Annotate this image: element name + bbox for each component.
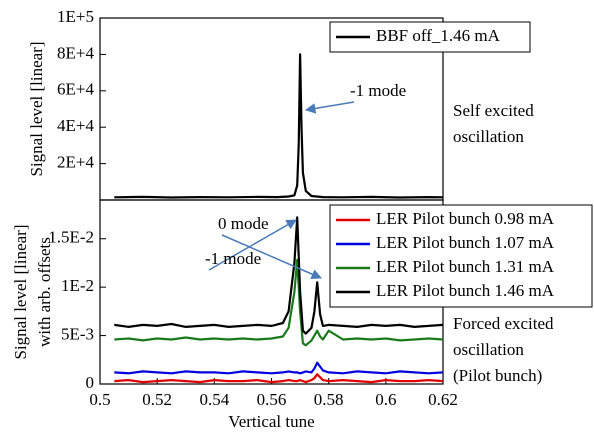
y-tick-label: 0 — [86, 373, 95, 392]
y-tick-label: 1.5E-2 — [48, 228, 94, 247]
x-axis-label: Vertical tune — [228, 412, 314, 431]
side-note: oscillation — [453, 127, 524, 146]
y-axis-label: with arb. offsets — [35, 237, 54, 347]
annotation: -1 mode — [350, 81, 406, 100]
series-line — [114, 53, 444, 199]
legend-label: BBF off_1.46 mA — [376, 26, 501, 45]
x-tick-label: 0.6 — [375, 390, 396, 409]
annotation-arrow — [221, 234, 322, 280]
x-tick-label: 0.62 — [428, 390, 458, 409]
y-tick-label: 5E-3 — [61, 324, 94, 343]
side-note: Forced excited — [453, 314, 554, 333]
series-line — [114, 373, 444, 384]
y-tick-label: 4E+4 — [57, 116, 94, 135]
side-note: oscillation — [453, 340, 524, 359]
y-tick-label: 6E+4 — [57, 80, 94, 99]
side-note: (Pilot bunch) — [453, 366, 542, 385]
x-tick-label: 0.52 — [142, 390, 172, 409]
legend-label: LER Pilot bunch 0.98 mA — [376, 209, 555, 228]
y-axis-label: Signal level [linear] — [11, 224, 30, 359]
y-axis-label: Signal level [linear] — [27, 41, 46, 176]
side-note: Self excited — [453, 101, 534, 120]
y-tick-label: 1E-2 — [61, 276, 94, 295]
series-line — [114, 361, 444, 375]
legend-label: LER Pilot bunch 1.07 mA — [376, 233, 555, 252]
series-line — [114, 258, 444, 347]
annotation: -1 mode — [205, 249, 261, 268]
y-tick-label: 1E+5 — [57, 7, 94, 26]
annotation-arrow — [304, 101, 355, 114]
legend-label: LER Pilot bunch 1.46 mA — [376, 281, 555, 300]
legend-label: LER Pilot bunch 1.31 mA — [376, 257, 555, 276]
x-tick-label: 0.56 — [257, 390, 287, 409]
annotation-arrow — [208, 219, 297, 271]
legend-box — [329, 204, 593, 308]
annotation: 0 mode — [218, 214, 269, 233]
y-tick-label: 8E+4 — [57, 43, 94, 62]
x-tick-label: 0.54 — [199, 390, 229, 409]
x-tick-label: 0.5 — [89, 390, 110, 409]
series-line — [114, 216, 444, 335]
y-tick-label: 2E+4 — [57, 153, 94, 172]
x-tick-label: 0.58 — [314, 390, 344, 409]
